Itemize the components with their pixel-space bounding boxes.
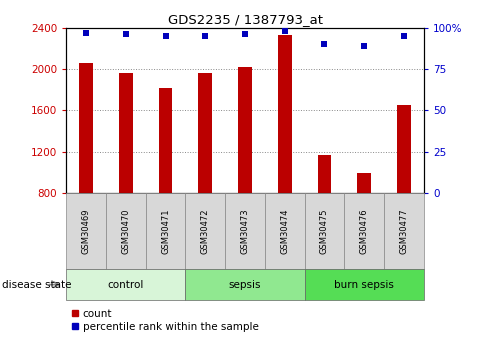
Bar [225, 193, 265, 269]
Bar [357, 172, 371, 193]
Bar [198, 73, 212, 193]
Bar [79, 63, 93, 193]
Text: GSM30476: GSM30476 [360, 208, 369, 254]
Bar [238, 67, 252, 193]
Bar [305, 193, 344, 269]
Text: disease state: disease state [2, 280, 72, 289]
Point [162, 33, 170, 39]
Text: GSM30473: GSM30473 [241, 208, 249, 254]
Text: GSM30472: GSM30472 [201, 208, 210, 254]
Text: GSM30469: GSM30469 [81, 208, 91, 254]
Text: GSM30474: GSM30474 [280, 208, 289, 254]
Bar [185, 269, 305, 300]
Bar [344, 193, 384, 269]
Bar [66, 193, 106, 269]
Bar [106, 193, 146, 269]
Bar [278, 35, 292, 193]
Bar [397, 105, 411, 193]
Point [122, 31, 130, 37]
Bar [384, 193, 424, 269]
Title: GDS2235 / 1387793_at: GDS2235 / 1387793_at [168, 13, 322, 27]
Bar [119, 73, 133, 193]
Point [320, 41, 328, 47]
Legend: count, percentile rank within the sample: count, percentile rank within the sample [72, 309, 259, 332]
Point [281, 28, 289, 34]
Bar [318, 155, 331, 193]
Point [400, 33, 408, 39]
Point [241, 31, 249, 37]
Point [360, 43, 368, 49]
Text: GSM30475: GSM30475 [320, 208, 329, 254]
Text: sepsis: sepsis [229, 280, 261, 289]
Text: burn sepsis: burn sepsis [334, 280, 394, 289]
Bar [305, 269, 424, 300]
Text: control: control [108, 280, 144, 289]
Text: GSM30470: GSM30470 [121, 208, 130, 254]
Bar [159, 88, 172, 193]
Text: GSM30477: GSM30477 [399, 208, 409, 254]
Bar [185, 193, 225, 269]
Point [82, 30, 90, 35]
Point [201, 33, 209, 39]
Bar [146, 193, 185, 269]
Bar [66, 269, 185, 300]
Bar [265, 193, 305, 269]
Text: GSM30471: GSM30471 [161, 208, 170, 254]
